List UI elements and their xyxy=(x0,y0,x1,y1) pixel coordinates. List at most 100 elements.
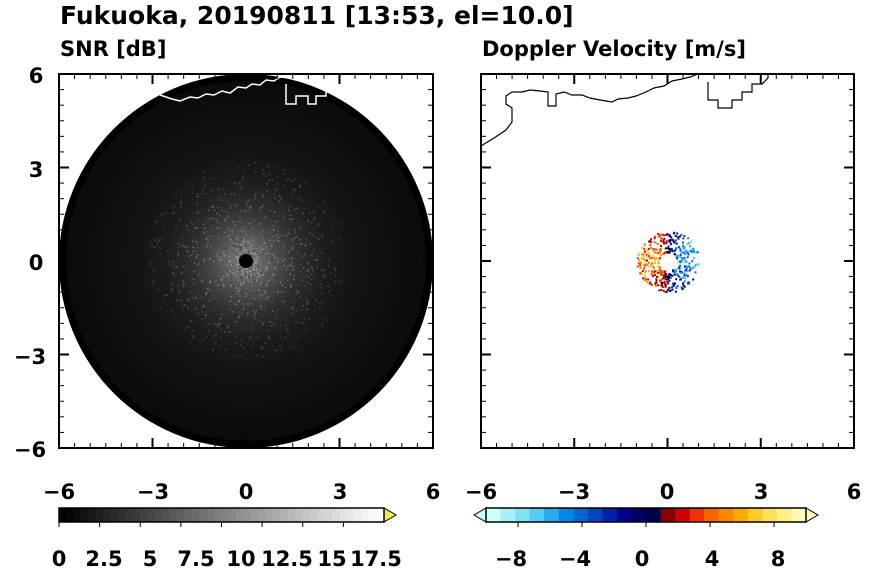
snr-speckle-pixel xyxy=(224,193,226,195)
snr-speckle-pixel xyxy=(271,253,273,255)
doppler-echo-pixel xyxy=(653,272,655,275)
snr-speckle-pixel xyxy=(287,232,290,235)
snr-speckle-pixel xyxy=(261,234,264,236)
doppler-echo-pixel xyxy=(654,284,657,287)
snr-speckle-pixel xyxy=(175,197,177,199)
doppler-echo-pixel xyxy=(653,241,656,243)
doppler-echo-pixel xyxy=(649,239,652,242)
doppler-echo-pixel xyxy=(665,275,668,278)
snr-speckle-pixel xyxy=(190,291,193,293)
snr-speckle-pixel xyxy=(316,259,318,261)
doppler-echo-pixel xyxy=(674,273,677,276)
doppler-echo-pixel xyxy=(684,261,687,264)
snr-axis-ticks xyxy=(58,73,434,449)
doppler-echo-pixel xyxy=(667,274,670,277)
snr-speckle-pixel xyxy=(236,273,238,276)
doppler-echo-pixel xyxy=(661,272,664,275)
snr-colorbar-cell xyxy=(191,508,200,522)
snr-speckle-pixel xyxy=(214,280,217,283)
snr-speckle-pixel xyxy=(159,247,162,249)
snr-speckle-pixel xyxy=(266,330,269,332)
snr-speckle-pixel xyxy=(223,263,225,266)
snr-speckle-pixel xyxy=(204,314,206,316)
snr-speckle-pixel xyxy=(259,273,262,276)
snr-speckle-pixel xyxy=(189,320,191,322)
snr-speckle-pixel xyxy=(255,310,257,312)
snr-speckle-pixel xyxy=(241,227,243,230)
snr-speckle-pixel xyxy=(302,267,304,269)
snr-speckle-pixel xyxy=(277,261,279,263)
snr-speckle-pixel xyxy=(244,269,247,272)
snr-speckle-pixel xyxy=(287,293,289,295)
snr-speckle-pixel xyxy=(266,190,268,192)
snr-speckle-pixel xyxy=(226,264,228,266)
snr-speckle-pixel xyxy=(295,336,297,339)
doppler-echo-pixel xyxy=(657,252,660,255)
snr-speckle-pixel xyxy=(253,253,256,255)
snr-speckle-pixel xyxy=(216,253,218,256)
snr-speckle-pixel xyxy=(250,296,253,298)
snr-speckle-pixel xyxy=(257,253,259,256)
snr-speckle-pixel xyxy=(264,245,267,248)
snr-colorbar-cell xyxy=(369,508,377,522)
snr-speckle-pixel xyxy=(209,281,211,284)
doppler-echo-pixel xyxy=(663,275,666,278)
snr-speckle-pixel xyxy=(288,264,291,266)
doppler-echo-pixel xyxy=(645,253,648,256)
doppler-echo-pixel xyxy=(652,266,655,269)
snr-speckle-pixel xyxy=(266,282,269,284)
snr-speckle-pixel xyxy=(259,206,262,209)
snr-speckle-pixel xyxy=(209,258,211,260)
snr-speckle-pixel xyxy=(294,265,296,267)
doppler-echo-pixel xyxy=(683,280,686,283)
snr-speckle-pixel xyxy=(300,274,302,277)
snr-speckle-pixel xyxy=(229,207,232,209)
snr-speckle-pixel xyxy=(212,349,214,351)
snr-speckle-pixel xyxy=(278,215,281,217)
snr-speckle-pixel xyxy=(221,308,223,310)
snr-speckle-pixel xyxy=(240,344,242,346)
snr-speckle-pixel xyxy=(241,187,243,189)
snr-speckle-pixel xyxy=(217,291,220,293)
snr-colorbar-cell xyxy=(251,508,259,522)
snr-speckle-pixel xyxy=(233,321,236,323)
snr-speckle-pixel xyxy=(237,289,239,292)
snr-speckle-pixel xyxy=(192,335,195,337)
snr-speckle-pixel xyxy=(241,274,243,276)
snr-speckle-pixel xyxy=(256,267,258,269)
snr-speckle-pixel xyxy=(279,198,282,200)
snr-speckle-pixel xyxy=(230,281,232,284)
doppler-echo-pixel xyxy=(669,243,672,246)
snr-speckle-pixel xyxy=(281,260,284,262)
snr-speckle-pixel xyxy=(197,196,199,198)
snr-speckle-pixel xyxy=(232,231,234,233)
snr-speckle-pixel xyxy=(200,193,202,195)
snr-speckle-pixel xyxy=(250,266,252,268)
snr-speckle-pixel xyxy=(316,225,319,227)
snr-speckle-pixel xyxy=(185,224,188,227)
snr-speckle-pixel xyxy=(326,319,328,321)
snr-speckle-pixel xyxy=(270,325,272,327)
doppler-echo-pixel xyxy=(697,264,700,266)
snr-speckle-pixel xyxy=(321,291,324,294)
snr-speckle-pixel xyxy=(256,256,258,259)
doppler-echo-pixel xyxy=(690,251,693,254)
snr-speckle-pixel xyxy=(218,251,221,253)
doppler-echo-pixel xyxy=(661,277,664,280)
snr-speckle-pixel xyxy=(195,241,197,243)
snr-colorbar-cell xyxy=(184,508,193,522)
snr-speckle-pixel xyxy=(242,327,244,329)
doppler-echo-pixel xyxy=(647,251,650,254)
snr-speckle-pixel xyxy=(228,284,230,286)
doppler-colorbar-cell xyxy=(500,508,516,522)
doppler-colorbar-cell xyxy=(791,508,807,522)
snr-speckle-pixel xyxy=(240,277,243,279)
snr-speckle-pixel xyxy=(243,241,246,243)
snr-speckle-pixel xyxy=(292,306,294,309)
doppler-echo-pixel xyxy=(653,237,656,240)
snr-speckle-pixel xyxy=(148,242,150,244)
doppler-echo-pixel xyxy=(681,283,684,286)
snr-speckle-pixel xyxy=(328,290,331,293)
snr-speckle-pixel xyxy=(228,216,230,219)
snr-speckle-pixel xyxy=(192,240,194,243)
